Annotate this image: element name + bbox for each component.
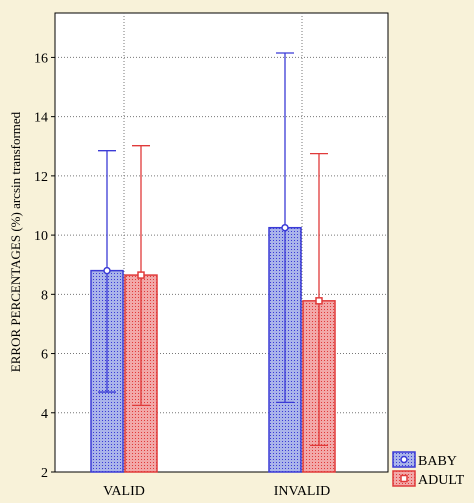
- y-tick-label: 8: [41, 288, 48, 303]
- y-tick-label: 2: [41, 466, 48, 481]
- y-tick-label: 12: [34, 170, 48, 185]
- y-tick-label: 6: [41, 348, 48, 363]
- x-tick-label: VALID: [103, 484, 145, 499]
- y-tick-label: 14: [34, 111, 48, 126]
- y-tick-label: 16: [34, 51, 48, 66]
- legend-marker: [400, 474, 408, 483]
- legend-label-baby: BABY: [418, 454, 457, 469]
- mean-marker: [103, 266, 111, 275]
- error-bars: [98, 52, 328, 446]
- legend: BABY ADULT: [392, 451, 465, 488]
- x-tick-label: INVALID: [274, 484, 331, 499]
- x-axis: VALID INVALID: [103, 484, 330, 499]
- mean-marker: [281, 223, 289, 232]
- y-tick-label: 4: [41, 407, 48, 422]
- mean-marker: [315, 297, 323, 305]
- mean-marker: [137, 271, 145, 279]
- legend-marker: [400, 455, 408, 464]
- y-axis: 2 4 6 8 10 12 14 16: [34, 51, 55, 481]
- y-tick-label: 10: [34, 229, 48, 244]
- legend-label-adult: ADULT: [418, 473, 465, 488]
- y-axis-label: ERROR PERCENTAGES (%) arcsin transformed: [8, 111, 23, 372]
